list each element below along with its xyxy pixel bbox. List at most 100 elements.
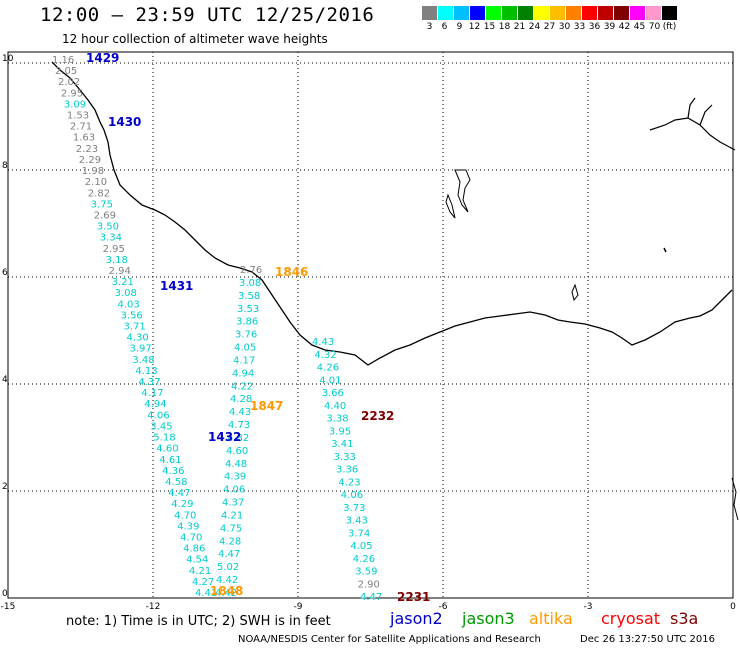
wave-height-value: 4.01 xyxy=(319,375,341,386)
pass-time-labels: 1429 1430 1431 1432 1846 1847 1848 2232 2231 xyxy=(86,51,430,604)
wave-height-value: 4.39 xyxy=(177,521,199,532)
wave-height-value: 4.40 xyxy=(324,401,346,412)
wave-height-value: 3.97 xyxy=(130,344,152,355)
color-scale-cell xyxy=(486,6,502,20)
wave-height-value: 4.06 xyxy=(223,485,245,496)
wave-height-value: 3.76 xyxy=(235,330,257,341)
color-scale-cell xyxy=(470,6,486,20)
wave-height-value: 3.41 xyxy=(331,439,353,450)
color-scale-cell xyxy=(598,6,614,20)
map-subtitle: 12 hour collection of altimeter wave hei… xyxy=(62,32,328,46)
map-grid xyxy=(7,51,734,599)
wave-height-value: 4.06 xyxy=(147,410,169,421)
wave-height-value: 2.69 xyxy=(94,211,116,222)
wave-height-value: 3.86 xyxy=(236,317,258,328)
wave-height-value: 5.02 xyxy=(217,562,239,573)
wave-height-value: 2.94 xyxy=(109,266,131,277)
color-scale-cell xyxy=(614,6,630,20)
color-scale-cell xyxy=(630,6,646,20)
wave-height-value: 3.56 xyxy=(121,310,143,321)
wave-height-value: 4.42 xyxy=(215,588,237,599)
color-scale-cell xyxy=(454,6,470,20)
wave-height-value: 4.17 xyxy=(233,355,255,366)
x-tick-label: -3 xyxy=(584,602,593,610)
color-scale-label: 27 xyxy=(543,22,556,32)
wave-height-value: 4.86 xyxy=(183,544,205,555)
wave-height-value: 4.32 xyxy=(314,350,336,361)
axis-tick-labels: -15 -12 -9 -6 -3 0 0 2 4 6 8 10 xyxy=(1,54,736,610)
wave-height-value: 2.95 xyxy=(103,244,125,255)
wave-height-value: 3.58 xyxy=(238,291,260,302)
satellite-jason2: jason2 xyxy=(390,609,443,628)
generation-timestamp: Dec 26 13:27:50 UTC 2016 xyxy=(580,634,715,645)
wave-height-value: 4.54 xyxy=(186,555,208,566)
wave-height-value: 3.33 xyxy=(334,452,356,463)
pass-time-label: 1430 xyxy=(108,115,141,129)
pass-time-label: 2232 xyxy=(361,409,394,423)
wave-height-value: 4.94 xyxy=(144,399,166,410)
y-tick-label: 8 xyxy=(2,161,8,171)
color-scale-label: 33 xyxy=(573,22,586,32)
color-scale-label: 30 xyxy=(558,22,571,32)
wave-height-value: 4.28 xyxy=(219,536,241,547)
wave-height-value: 4.06 xyxy=(341,490,363,501)
satellite-altika: altika xyxy=(529,609,573,628)
island-small-a xyxy=(571,283,579,302)
wave-height-value: 3.08 xyxy=(115,288,137,299)
color-scale-cell xyxy=(518,6,534,20)
color-scale-label: 39 xyxy=(603,22,616,32)
wave-height-value: 1.63 xyxy=(73,133,95,144)
wave-height-value: 4.30 xyxy=(127,333,149,344)
y-tick-label: 10 xyxy=(2,54,14,64)
wave-height-value: 3.48 xyxy=(132,355,154,366)
map-title: 12:00 – 23:59 UTC 12/25/2016 xyxy=(40,4,375,26)
wave-height-value: 4.47 xyxy=(360,592,382,603)
wave-height-value: 4.58 xyxy=(165,477,187,488)
wave-height-value: 4.23 xyxy=(338,477,360,488)
wave-height-value: 1.53 xyxy=(67,111,89,122)
coastline xyxy=(51,61,739,521)
color-scale-bar xyxy=(422,6,678,20)
wave-height-value: 3.50 xyxy=(97,222,119,233)
wave-height-value: 3.18 xyxy=(106,255,128,266)
color-scale-label: 24 xyxy=(528,22,541,32)
color-scale-cell xyxy=(422,6,438,20)
wave-height-value: 4.75 xyxy=(220,523,242,534)
pass-time-label: 1846 xyxy=(275,265,308,279)
color-scale-label: 42 xyxy=(618,22,631,32)
color-scale-label: 45 xyxy=(633,22,646,32)
wave-height-value: 4.82 xyxy=(227,433,249,444)
pass-time-label: 2231 xyxy=(397,590,430,604)
map-frame xyxy=(7,51,734,599)
wave-height-value: 2.76 xyxy=(240,265,262,276)
wave-height-value: 4.47 xyxy=(168,488,190,499)
wave-height-value: 4.22 xyxy=(231,381,253,392)
x-tick-label: -12 xyxy=(146,602,161,610)
wave-height-value: 3.95 xyxy=(329,426,351,437)
wave-height-value: 4.70 xyxy=(180,533,202,544)
wave-height-value: 3.71 xyxy=(124,322,146,333)
wave-height-value: 4.26 xyxy=(353,554,375,565)
wave-height-value: 2.05 xyxy=(55,66,77,77)
color-scale-cell xyxy=(662,6,678,20)
island-small-b xyxy=(663,247,667,253)
color-scale-cell xyxy=(566,6,582,20)
wave-height-value: 4.21 xyxy=(189,566,211,577)
pass-time-label: 1431 xyxy=(160,279,193,293)
wave-height-value: 5.18 xyxy=(153,433,175,444)
wave-height-value: 4.05 xyxy=(234,343,256,354)
wave-height-value: 3.08 xyxy=(239,278,261,289)
wave-height-value: 3.45 xyxy=(150,421,172,432)
wave-height-value: 4.03 xyxy=(118,299,140,310)
x-tick-label: -15 xyxy=(1,602,16,610)
color-scale-label: (ft) xyxy=(662,22,677,32)
wave-height-value: 3.38 xyxy=(326,414,348,425)
wave-height-value: 4.27 xyxy=(192,577,214,588)
wave-height-value: 4.37 xyxy=(222,498,244,509)
color-scale-cell xyxy=(534,6,550,20)
wave-height-value: 4.39 xyxy=(224,472,246,483)
color-scale-label: 12 xyxy=(468,22,481,32)
satellite-cryosat: cryosat xyxy=(601,609,661,628)
pass-time-label: 1848 xyxy=(210,584,243,598)
